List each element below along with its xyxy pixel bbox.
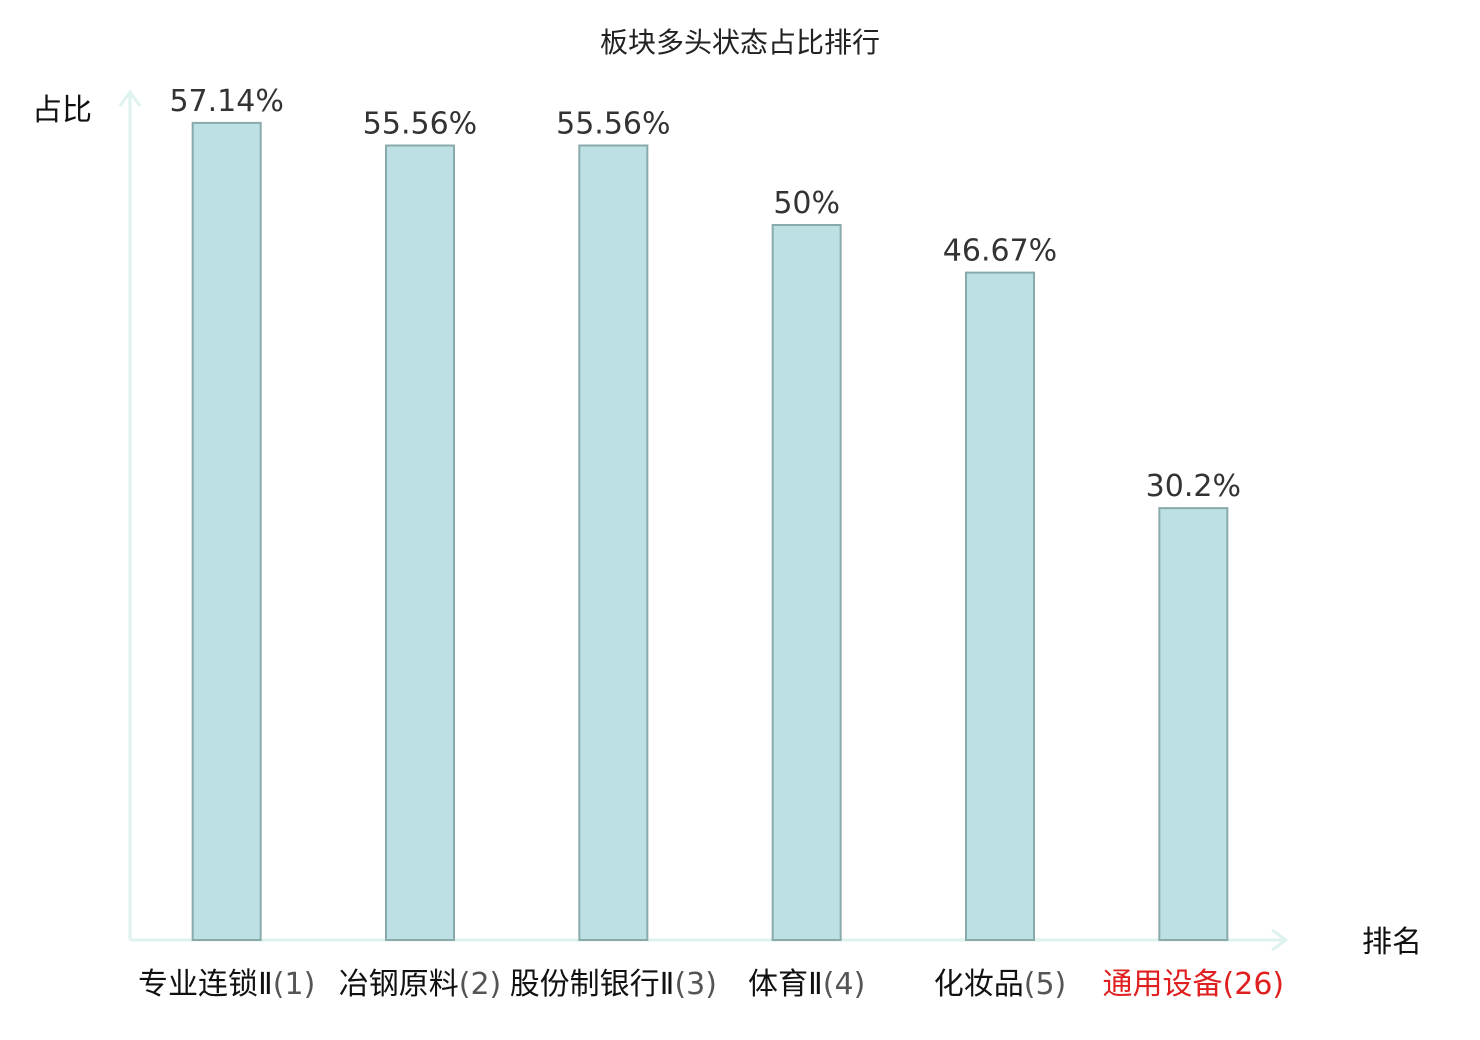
x-axis-label: 排名 [1362, 925, 1422, 960]
value-label-2: 55.56% [363, 106, 477, 141]
category-label-3: 股份制银行Ⅱ(3) [510, 967, 717, 1002]
x-axis-arrow [1271, 928, 1289, 952]
value-labels: 57.14% 55.56% 55.56% 50% 46.67% 30.2% [169, 84, 1241, 504]
category-label-2: 冶钢原料(2) [339, 967, 502, 1002]
bar-3 [578, 144, 649, 941]
value-label-6: 30.2% [1146, 469, 1241, 504]
bar-5 [965, 271, 1035, 941]
category-labels: 专业连锁Ⅱ(1) 冶钢原料(2) 股份制银行Ⅱ(3) 体育Ⅱ(4) 化妆品(5) 通用设备… [138, 967, 1284, 1002]
bar-6 [1158, 507, 1229, 941]
bar-1 [191, 121, 262, 941]
bars [191, 121, 1229, 941]
value-label-3: 55.56% [556, 106, 670, 141]
value-label-1: 57.14% [169, 84, 283, 119]
value-label-4: 50% [773, 186, 840, 221]
category-label-6: 通用设备(26) [1103, 967, 1285, 1002]
category-label-4: 体育Ⅱ(4) [748, 967, 865, 1002]
bar-2 [385, 144, 455, 941]
category-label-1: 专业连锁Ⅱ(1) [138, 967, 315, 1002]
value-label-5: 46.67% [943, 234, 1057, 269]
chart-title: 板块多头状态占比排行 [600, 26, 880, 59]
bar-4 [771, 224, 842, 941]
y-axis-arrow [118, 89, 142, 107]
y-axis-label: 占比 [32, 93, 92, 128]
category-label-5: 化妆品(5) [934, 967, 1067, 1002]
axes [118, 89, 1289, 952]
